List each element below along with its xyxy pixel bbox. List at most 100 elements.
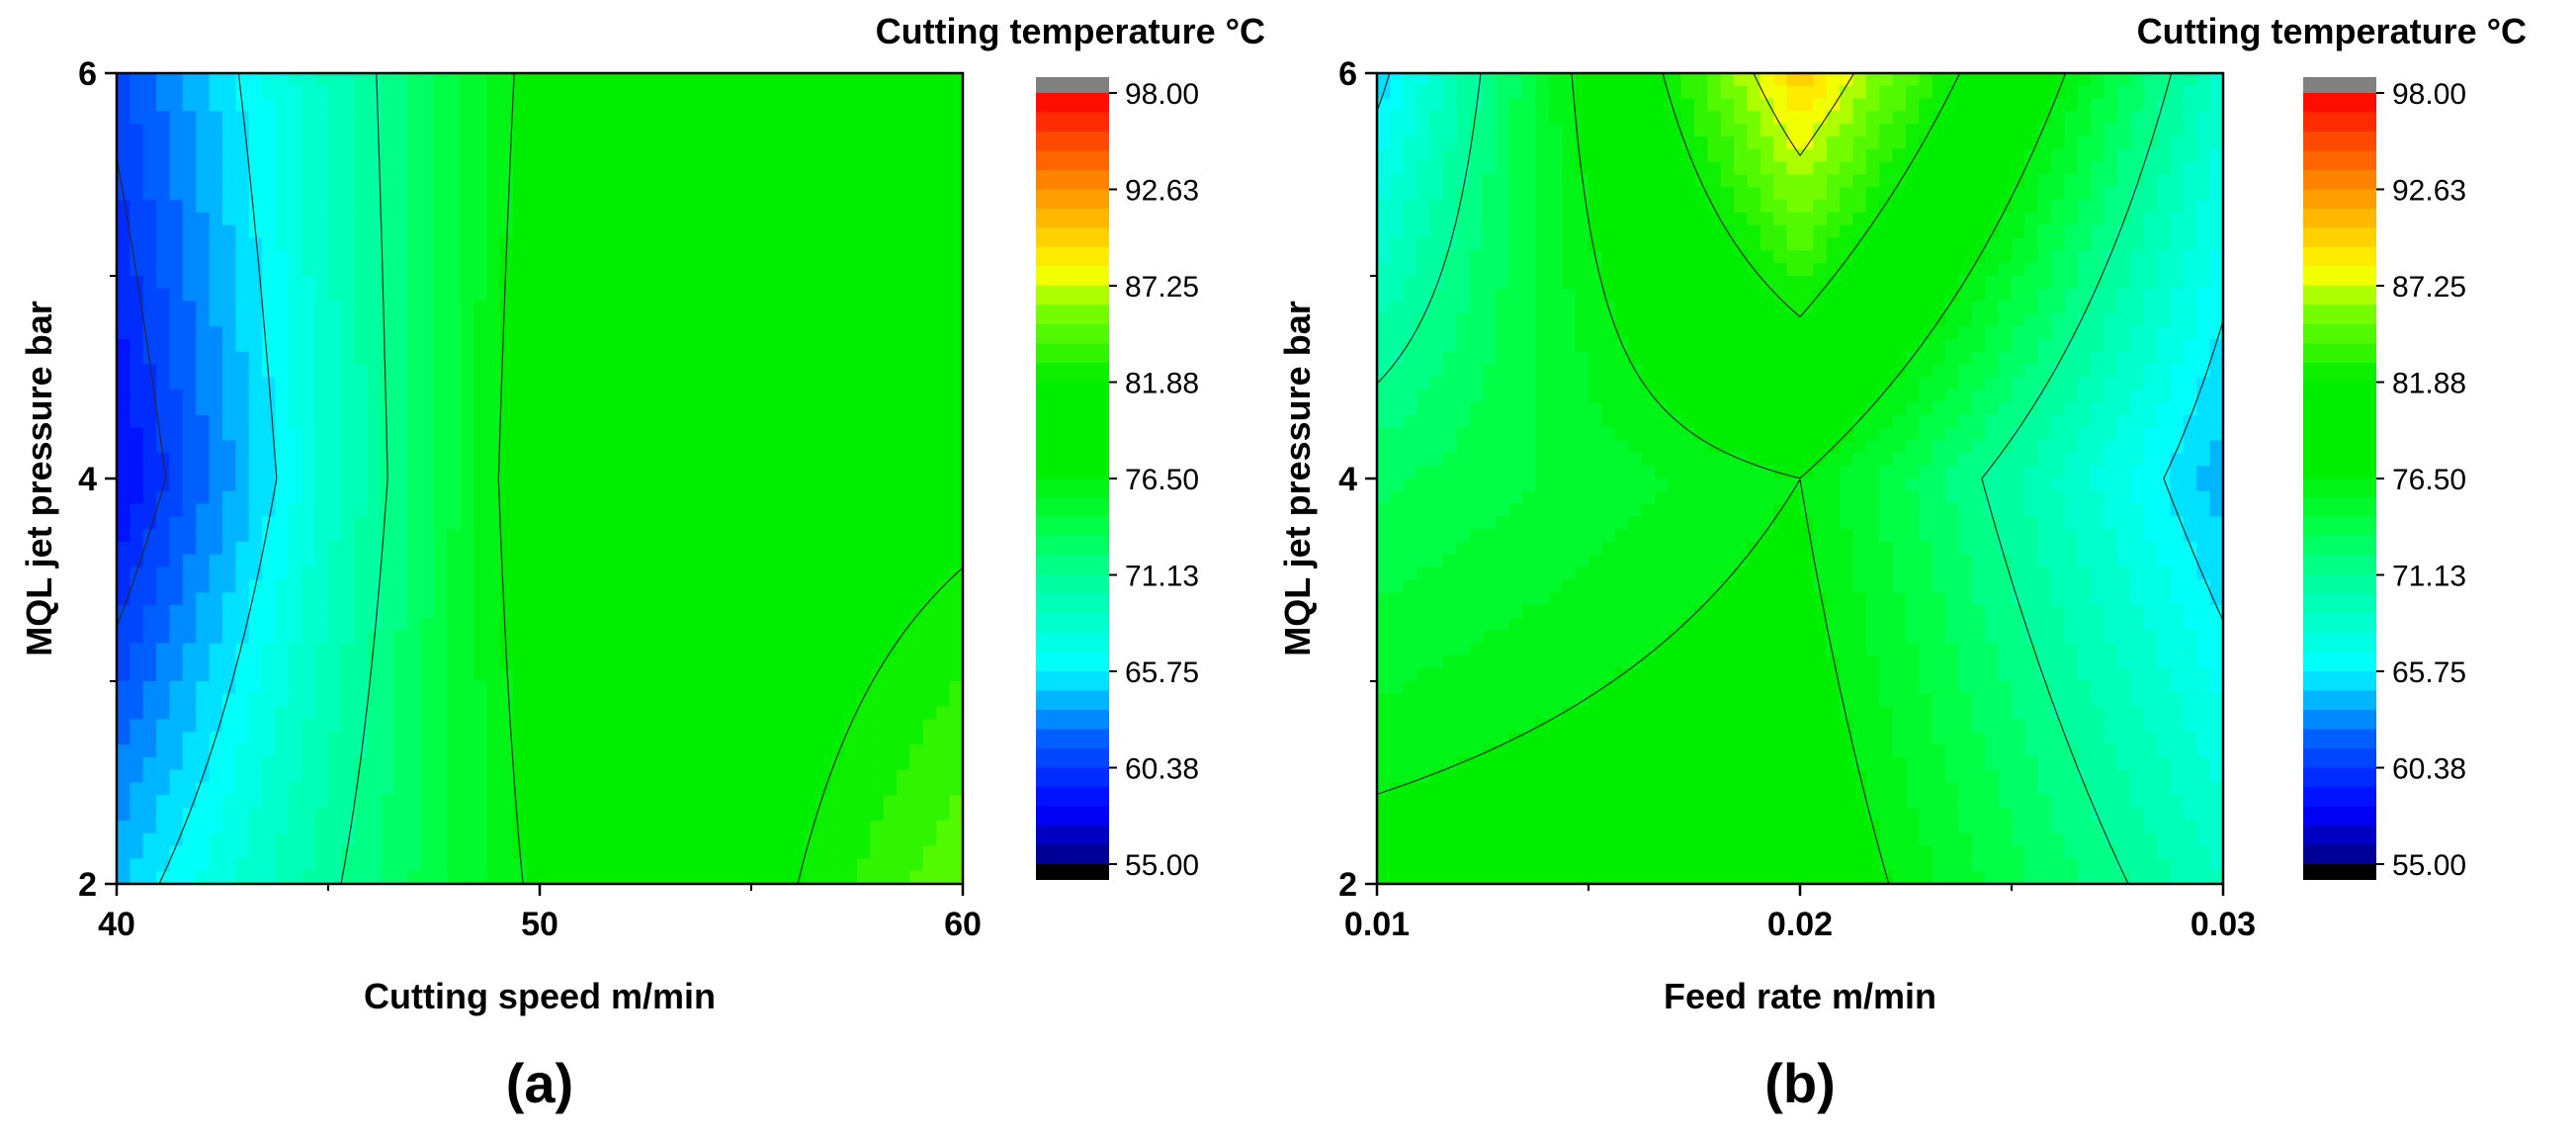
heat-cell bbox=[473, 490, 488, 505]
heat-cell bbox=[764, 73, 779, 87]
heat-cell bbox=[248, 427, 263, 442]
heat-cell bbox=[196, 326, 211, 340]
heat-cell bbox=[129, 769, 144, 784]
heat-cell bbox=[830, 567, 845, 581]
colorbar-swatch bbox=[1036, 305, 1109, 325]
heat-cell bbox=[182, 579, 197, 593]
heat-cell bbox=[1390, 212, 1405, 226]
heat-cell bbox=[540, 579, 554, 593]
heat-cell bbox=[288, 339, 302, 353]
heat-cell bbox=[922, 630, 937, 645]
heat-cell bbox=[1442, 124, 1457, 137]
heat-cell bbox=[526, 187, 541, 201]
heat-cell bbox=[182, 858, 197, 872]
heat-cell bbox=[804, 795, 818, 809]
heat-cell bbox=[117, 592, 130, 606]
heat-cell bbox=[857, 605, 871, 619]
heat-cell bbox=[447, 301, 462, 315]
heat-cell bbox=[922, 174, 937, 188]
heat-cell bbox=[883, 98, 898, 113]
heat-cell bbox=[129, 364, 144, 379]
heat-cell bbox=[156, 414, 171, 429]
heat-cell bbox=[1773, 136, 1788, 150]
heat-cell bbox=[553, 73, 567, 87]
heat-cell bbox=[262, 250, 277, 264]
heat-cell bbox=[354, 567, 369, 581]
heat-cell bbox=[830, 212, 845, 226]
heat-cell bbox=[1628, 98, 1643, 113]
heat-cell bbox=[685, 224, 700, 239]
heat-cell bbox=[949, 706, 964, 721]
heat-cell bbox=[843, 871, 858, 885]
heat-cell bbox=[1429, 174, 1444, 188]
heat-cell bbox=[301, 871, 316, 885]
heat-cell bbox=[407, 744, 422, 758]
heat-cell bbox=[751, 795, 765, 809]
heat-cell bbox=[870, 542, 885, 556]
heat-cell bbox=[816, 161, 831, 176]
heat-cell bbox=[301, 174, 316, 188]
heat-cell bbox=[420, 351, 435, 366]
heat-cell bbox=[949, 542, 964, 556]
heat-cell bbox=[248, 795, 263, 809]
heat-cell bbox=[473, 161, 488, 176]
heat-cell bbox=[830, 516, 845, 530]
heat-cell bbox=[777, 832, 792, 847]
heat-cell bbox=[499, 351, 514, 366]
heat-cell bbox=[407, 427, 422, 442]
heat-cell bbox=[751, 250, 765, 264]
heat-cell bbox=[1906, 85, 1920, 100]
heat-cell bbox=[830, 529, 845, 543]
heat-cell bbox=[540, 630, 554, 645]
heat-cell bbox=[2012, 85, 2025, 100]
heat-cell bbox=[830, 263, 845, 277]
heat-cell bbox=[1508, 212, 1523, 226]
heat-cell bbox=[857, 326, 871, 340]
heat-cell bbox=[725, 111, 739, 125]
heat-cell bbox=[499, 161, 514, 176]
heat-cell bbox=[579, 377, 594, 391]
heat-cell bbox=[671, 124, 686, 137]
heat-cell bbox=[737, 224, 752, 239]
heat-cell bbox=[182, 744, 197, 758]
heat-cell bbox=[222, 858, 236, 872]
colorbar-swatch bbox=[1036, 170, 1109, 191]
heat-cell bbox=[737, 339, 752, 353]
heat-cell bbox=[909, 845, 924, 859]
heat-cell bbox=[460, 453, 474, 467]
heat-cell bbox=[2143, 124, 2158, 137]
heat-cell bbox=[698, 440, 713, 454]
heat-cell bbox=[486, 364, 501, 379]
heat-cell bbox=[777, 579, 792, 593]
colorbar-swatch bbox=[1036, 574, 1109, 595]
heat-cell bbox=[791, 402, 806, 416]
heat-cell bbox=[725, 453, 739, 467]
heat-cell bbox=[460, 655, 474, 669]
heat-cell bbox=[117, 529, 130, 543]
heat-cell bbox=[764, 630, 779, 645]
heat-cell bbox=[870, 858, 885, 872]
heat-cell bbox=[460, 479, 474, 492]
heat-cell bbox=[1641, 111, 1656, 125]
heat-cell bbox=[949, 681, 964, 695]
heat-cell bbox=[381, 301, 395, 315]
heat-cell bbox=[1707, 111, 1722, 125]
heat-cell bbox=[156, 351, 171, 366]
heat-cell bbox=[632, 554, 646, 568]
heat-cell bbox=[685, 98, 700, 113]
heat-cell bbox=[897, 490, 911, 505]
panel-label-a: (a) bbox=[506, 1052, 573, 1114]
heat-cell bbox=[922, 516, 937, 530]
heat-cell bbox=[248, 732, 263, 745]
heat-cell bbox=[645, 364, 659, 379]
heat-cell bbox=[341, 200, 356, 214]
heat-cell bbox=[499, 212, 514, 226]
heat-cell bbox=[262, 769, 277, 784]
heat-cell bbox=[301, 85, 316, 100]
heat-cell bbox=[420, 490, 435, 505]
heat-cell bbox=[288, 542, 302, 556]
heat-cell bbox=[275, 693, 290, 708]
heat-cell bbox=[619, 390, 634, 403]
heat-cell bbox=[368, 174, 383, 188]
heat-cell bbox=[486, 351, 501, 366]
